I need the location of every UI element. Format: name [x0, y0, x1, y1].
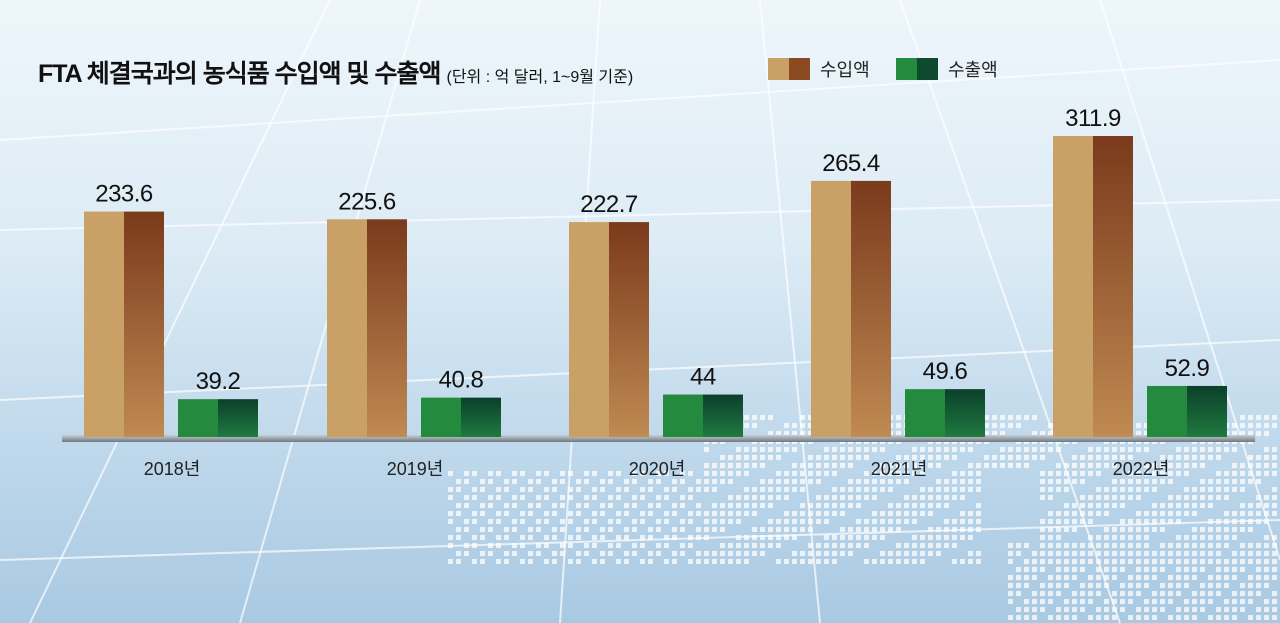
bar-import — [569, 222, 649, 437]
bar-right-face — [367, 219, 407, 437]
x-tick-label: 2018년 — [144, 459, 201, 479]
bar-left-face — [569, 222, 609, 437]
grid-decoration-line — [0, 59, 1280, 141]
bar-left-face — [178, 399, 218, 437]
bar-import — [811, 180, 891, 437]
bar-left-face — [663, 394, 703, 437]
x-tick-label: 2022년 — [1113, 459, 1170, 479]
bar-right-face — [218, 399, 258, 437]
data-label: 225.6 — [338, 188, 396, 215]
data-label: 44 — [690, 364, 716, 391]
bar-right-face — [1093, 136, 1133, 438]
bar-export — [178, 399, 258, 437]
bar-left-face — [421, 397, 461, 437]
bar-right-face — [124, 211, 164, 437]
bar-left-face — [905, 389, 945, 437]
bar-right-face — [703, 394, 743, 437]
legend-label-import: 수입액 — [820, 60, 870, 80]
data-label: 49.6 — [923, 358, 968, 385]
bar-left-face — [811, 180, 851, 437]
bar-import — [84, 211, 164, 437]
x-tick-label: 2019년 — [387, 459, 444, 479]
grid-decoration-line — [29, 0, 331, 623]
data-label: 265.4 — [822, 150, 880, 177]
bar-right-face — [851, 180, 891, 437]
bar-export — [421, 397, 501, 437]
legend-item-import: 수입액 — [768, 56, 870, 82]
unit-subtitle: (단위 : 억 달러, 1~9월 기준) — [446, 69, 634, 86]
legend-item-export: 수출액 — [896, 56, 998, 82]
data-label: 222.7 — [580, 191, 638, 218]
baseline-platform — [62, 435, 1255, 442]
bar-left-face — [1053, 136, 1093, 438]
data-label: 311.9 — [1065, 105, 1121, 132]
title-text: FTA 체결국과의 농식품 수입액 및 수출액 — [38, 60, 442, 88]
bar-export — [663, 394, 743, 437]
data-label: 52.9 — [1165, 355, 1210, 382]
bar-right-face — [945, 389, 985, 437]
bar-right-face — [609, 222, 649, 437]
bar-left-face — [327, 219, 367, 437]
bar-import — [327, 219, 407, 437]
bar-export — [1147, 385, 1227, 437]
data-label: 40.8 — [439, 367, 484, 394]
x-tick-label: 2021년 — [871, 459, 928, 479]
bar-right-face — [1187, 385, 1227, 437]
bar-right-face — [461, 397, 501, 437]
bar-import — [1053, 136, 1133, 438]
bar-export — [905, 389, 985, 437]
data-label: 39.2 — [196, 368, 241, 395]
chart-title: FTA 체결국과의 농식품 수입액 및 수출액 (단위 : 억 달러, 1~9월… — [38, 54, 633, 90]
legend-swatch-export — [896, 58, 938, 80]
legend-swatch-import — [768, 58, 810, 80]
bar-left-face — [1147, 385, 1187, 437]
bar-left-face — [84, 211, 124, 437]
data-label: 233.6 — [95, 181, 153, 208]
legend-label-export: 수출액 — [948, 60, 998, 80]
x-tick-label: 2020년 — [629, 459, 686, 479]
